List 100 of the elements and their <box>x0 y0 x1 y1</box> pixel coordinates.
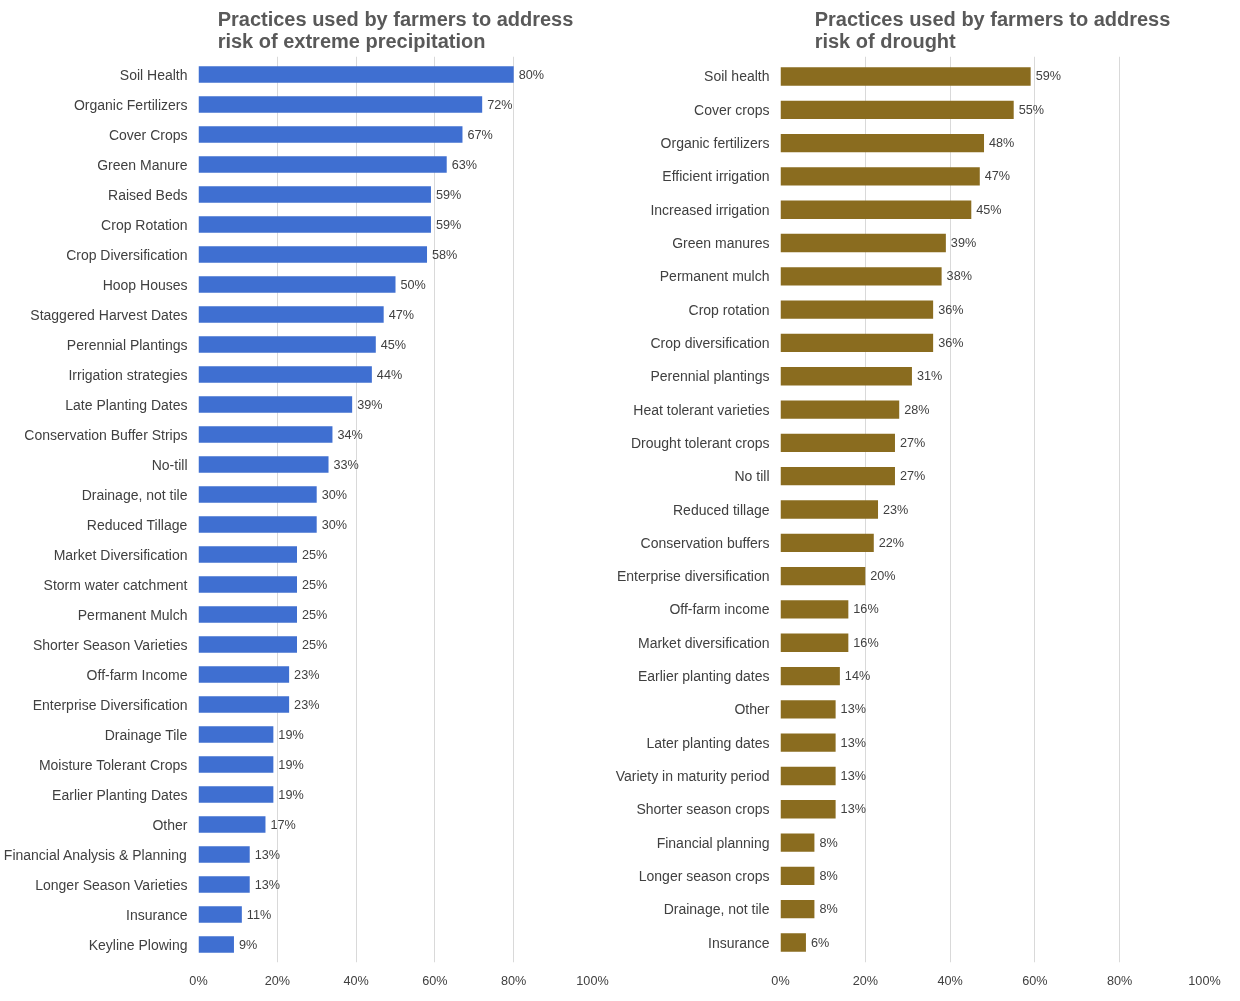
data-label: 67% <box>467 127 493 142</box>
data-label: 13% <box>840 768 866 783</box>
data-label: 38% <box>946 269 972 284</box>
y-tick-label: Enterprise diversification <box>616 568 770 585</box>
data-label: 13% <box>254 847 281 862</box>
bar <box>198 546 297 563</box>
bar <box>780 500 879 519</box>
y-tick-label: Earlier planting dates <box>637 668 770 685</box>
data-label: 23% <box>294 667 320 682</box>
y-tick-label: Green manures <box>672 235 770 252</box>
bar <box>780 200 972 219</box>
data-label: 6% <box>810 935 830 950</box>
x-tick-label: 80% <box>501 973 527 988</box>
bar <box>198 906 242 923</box>
bar <box>780 433 895 453</box>
data-label: 22% <box>878 535 905 550</box>
y-tick-label: Soil health <box>704 68 770 85</box>
x-tick-label: 20% <box>852 973 878 988</box>
bar <box>780 566 866 586</box>
data-label: 25% <box>302 607 328 622</box>
bar <box>198 576 297 593</box>
bar <box>198 816 266 833</box>
data-label: 19% <box>278 787 304 802</box>
data-label: 47% <box>984 169 1011 184</box>
y-tick-label: Organic Fertilizers <box>73 96 188 113</box>
y-tick-label: Insurance <box>708 934 770 951</box>
data-label: 16% <box>853 635 879 650</box>
y-tick-label: Shorter Season Varieties <box>32 636 188 653</box>
x-tick-label: 0% <box>771 973 790 988</box>
x-tick-label: 60% <box>1022 973 1048 988</box>
data-label: 23% <box>883 502 909 517</box>
data-label: 44% <box>376 367 403 382</box>
data-label: 8% <box>819 835 838 850</box>
data-label: 13% <box>840 802 866 817</box>
chart-title: Practices used by farmers to address risk of drought <box>814 7 1171 52</box>
y-tick-label: Perennial plantings <box>650 368 770 385</box>
data-label: 17% <box>270 817 296 832</box>
bar <box>198 426 333 443</box>
data-label: 80% <box>518 67 545 82</box>
data-label: 39% <box>357 397 383 412</box>
bar <box>198 186 431 203</box>
bar <box>198 516 317 533</box>
data-label: 25% <box>302 547 328 562</box>
data-label: 50% <box>400 277 426 292</box>
y-tick-label: Financial Analysis & Planning <box>3 846 187 863</box>
data-label: 16% <box>853 602 879 617</box>
y-tick-label: Off-farm income <box>669 601 770 618</box>
data-label: 36% <box>938 302 964 317</box>
data-label: 33% <box>333 457 359 472</box>
y-tick-label: Raised Beds <box>108 186 188 203</box>
x-tick-label: 80% <box>1107 973 1133 988</box>
y-tick-label: Longer season crops <box>638 867 770 884</box>
bar <box>780 367 912 386</box>
bar <box>198 636 297 653</box>
data-label: 11% <box>246 907 272 922</box>
y-tick-label: Market Diversification <box>53 546 188 563</box>
data-label: 27% <box>899 435 926 450</box>
x-tick-label: 40% <box>937 973 963 988</box>
y-tick-label: Crop Diversification <box>66 246 188 263</box>
data-label: 63% <box>451 157 478 172</box>
data-label: 13% <box>840 702 866 717</box>
data-label: 59% <box>435 187 462 202</box>
bar <box>780 267 942 286</box>
y-tick-label: Drought tolerant crops <box>630 434 770 451</box>
data-label: 19% <box>278 727 304 742</box>
y-tick-label: Drainage, not tile <box>663 901 770 918</box>
bar <box>780 133 985 153</box>
x-tick-label: 20% <box>264 973 290 988</box>
data-label: 34% <box>337 427 363 442</box>
y-tick-label: Storm water catchment <box>43 576 188 593</box>
y-tick-label: Financial planning <box>656 834 770 851</box>
data-label: 25% <box>302 577 328 592</box>
y-tick-label: No till <box>734 468 770 485</box>
data-label: 19% <box>278 757 304 772</box>
bar <box>198 246 428 263</box>
bar <box>780 400 900 419</box>
y-tick-label: Soil Health <box>119 66 188 83</box>
data-label: 28% <box>904 402 930 417</box>
bar <box>780 666 840 686</box>
y-tick-label: Late Planting Dates <box>65 396 188 413</box>
bar <box>198 396 353 413</box>
y-tick-label: Enterprise Diversification <box>32 696 188 713</box>
bar <box>780 633 849 652</box>
y-tick-label: Other <box>734 701 770 718</box>
bar <box>198 936 234 953</box>
y-tick-label: Variety in maturity period <box>615 767 770 784</box>
y-tick-label: Crop diversification <box>650 334 770 351</box>
bar <box>780 300 934 319</box>
x-tick-label: 0% <box>189 973 208 988</box>
bar <box>198 306 384 323</box>
y-tick-label: Irrigation strategies <box>68 366 188 383</box>
data-label: 20% <box>870 569 896 584</box>
bar <box>780 700 836 719</box>
y-tick-label: Drainage, not tile <box>81 486 188 503</box>
data-label: 23% <box>294 697 320 712</box>
y-tick-label: Increased irrigation <box>650 201 770 218</box>
data-label: 14% <box>844 669 871 684</box>
x-tick-label: 40% <box>343 973 369 988</box>
bar <box>780 733 836 752</box>
bar <box>780 866 815 886</box>
